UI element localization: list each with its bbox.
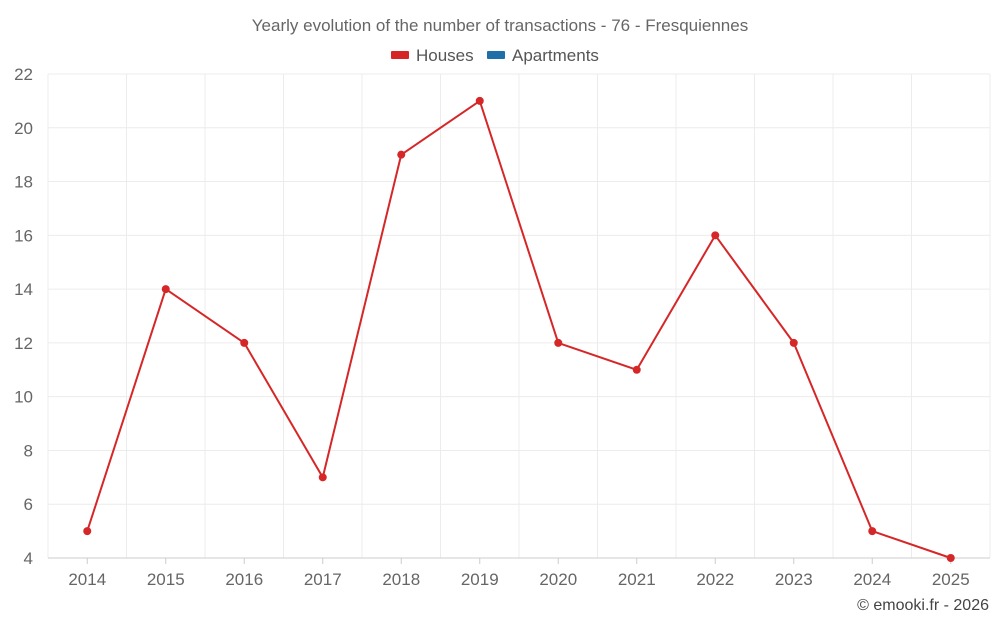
legend-label-apartments: Apartments (512, 46, 599, 65)
grid (47, 73, 991, 558)
data-point-houses[interactable] (83, 527, 92, 536)
series-layer (83, 96, 955, 562)
legend-swatch-apartments (487, 51, 505, 59)
data-point-houses[interactable] (397, 150, 406, 159)
legend-swatch-houses (391, 51, 409, 59)
y-tick-label: 18 (14, 173, 33, 192)
y-tick-label: 10 (14, 388, 33, 407)
x-tick-label: 2018 (382, 570, 420, 589)
data-point-houses[interactable] (789, 338, 798, 347)
data-point-houses[interactable] (632, 365, 641, 374)
x-tick-label: 2024 (853, 570, 891, 589)
y-tick-label: 8 (24, 441, 33, 460)
x-tick-label: 2020 (539, 570, 577, 589)
x-tick-label: 2019 (461, 570, 499, 589)
y-tick-label: 6 (24, 495, 33, 514)
data-point-houses[interactable] (554, 338, 563, 347)
series-line-houses (86, 99, 952, 559)
credit-text: © emooki.fr - 2026 (857, 597, 989, 614)
x-tick-label: 2015 (147, 570, 185, 589)
x-tick-label: 2022 (696, 570, 734, 589)
y-tick-label: 12 (14, 334, 33, 353)
y-tick-label: 16 (14, 226, 33, 245)
chart-title: Yearly evolution of the number of transa… (252, 16, 748, 35)
x-tick-label: 2023 (775, 570, 813, 589)
y-tick-label: 14 (14, 280, 33, 299)
x-tick-label: 2025 (932, 570, 970, 589)
legend-item-houses[interactable]: Houses (391, 46, 474, 65)
legend-label-houses: Houses (416, 46, 474, 65)
data-point-houses[interactable] (161, 285, 170, 294)
y-axis: 4 6 8 10 12 14 16 18 20 22 (14, 65, 33, 568)
data-point-houses[interactable] (711, 231, 720, 240)
x-tick-label: 2016 (225, 570, 263, 589)
y-tick-label: 20 (14, 119, 33, 138)
x-tick-label: 2021 (618, 570, 656, 589)
data-point-houses[interactable] (475, 96, 484, 105)
y-tick-label: 22 (14, 65, 33, 84)
y-tick-label: 4 (24, 549, 33, 568)
data-point-houses[interactable] (240, 338, 249, 347)
x-tick-label: 2014 (68, 570, 106, 589)
legend-item-apartments[interactable]: Apartments (487, 46, 599, 65)
data-point-houses[interactable] (868, 527, 877, 536)
legend: Houses Apartments (391, 46, 599, 65)
data-point-houses[interactable] (318, 473, 327, 482)
data-point-houses[interactable] (946, 554, 955, 562)
x-tick-label: 2017 (304, 570, 342, 589)
x-axis: 2014 2015 2016 2017 2018 2019 2020 2021 2022 2023… (48, 557, 990, 589)
